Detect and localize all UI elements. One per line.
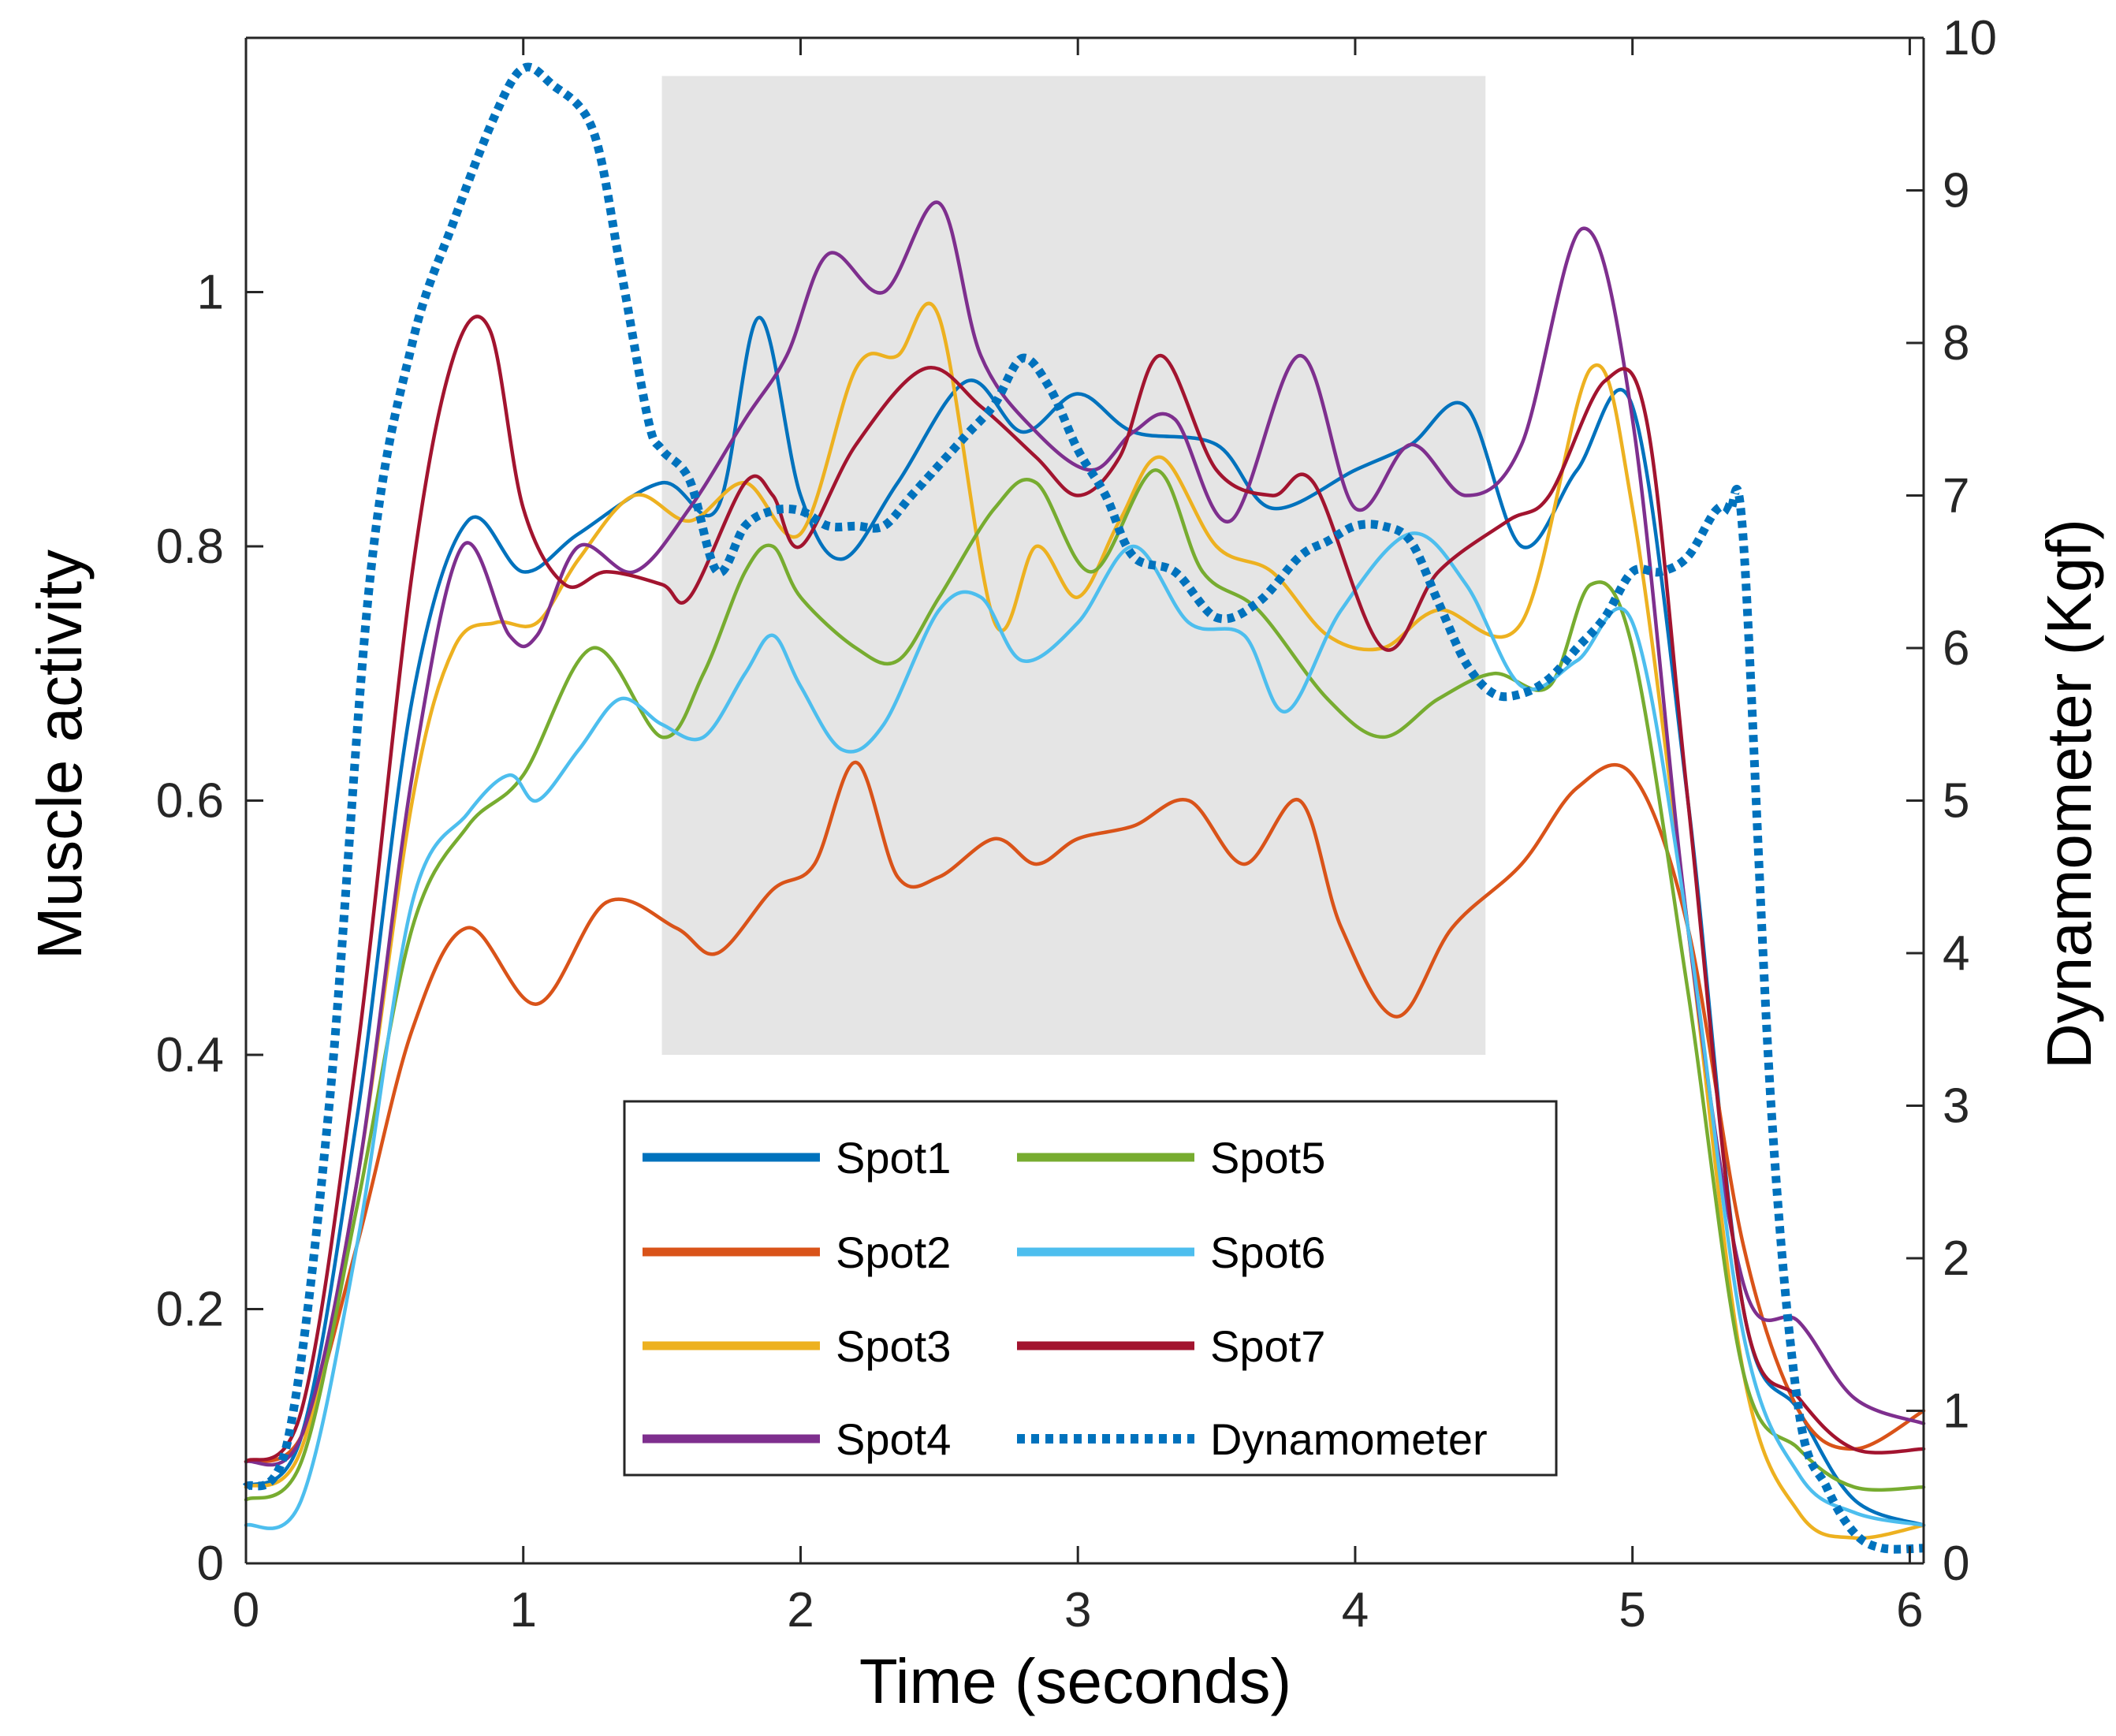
x-tick-label: 6 <box>1896 1583 1923 1637</box>
y2-tick-label: 4 <box>1943 926 1969 981</box>
legend-label-dynamometer: Dynamometer <box>1210 1414 1488 1464</box>
y-tick-label: 1 <box>197 266 224 320</box>
y-axis-title: Muscle activity <box>24 549 95 959</box>
y2-axis-title: Dynamometer (Kgf) <box>2034 519 2104 1069</box>
series-line-spot2 <box>244 760 1926 1464</box>
legend-label-spot5: Spot5 <box>1210 1133 1325 1183</box>
x-tick-label: 4 <box>1342 1583 1369 1637</box>
legend-label-spot4: Spot4 <box>836 1414 951 1464</box>
series-line-spot7 <box>244 315 1926 1464</box>
series-line-dynamometer <box>242 62 1924 1554</box>
y2-tick-label: 9 <box>1943 164 1969 218</box>
legend-label-spot1: Spot1 <box>836 1133 951 1183</box>
x-tick-label: 5 <box>1619 1583 1645 1637</box>
x-tick-label: 1 <box>509 1583 536 1637</box>
x-tick-label: 2 <box>787 1583 814 1637</box>
legend-label-spot3: Spot3 <box>836 1321 951 1371</box>
y2-tick-label: 10 <box>1943 11 1997 65</box>
y-tick-label: 0.2 <box>156 1283 224 1337</box>
legend-label-spot2: Spot2 <box>836 1227 951 1277</box>
y-tick-label: 0.8 <box>156 520 224 574</box>
y-tick-label: 0.6 <box>156 774 224 829</box>
y2-tick-label: 1 <box>1943 1384 1969 1439</box>
legend: Spot1 Spot2 Spot3 Spot4 Spot5 Spot6 Spot7 Dynam… <box>623 1100 1558 1477</box>
y2-tick-label: 3 <box>1943 1079 1969 1134</box>
y2-tick-label: 6 <box>1943 621 1969 676</box>
legend-box <box>623 1100 1558 1477</box>
x-tick-label: 0 <box>233 1583 259 1637</box>
y2-tick-label: 8 <box>1943 316 1969 371</box>
series-line-spot3 <box>244 301 1926 1540</box>
x-axis-title: Time (seconds) <box>859 1646 1291 1716</box>
highlight-region <box>661 76 1486 1055</box>
x-tick-label: 3 <box>1064 1583 1091 1637</box>
series-line-spot5 <box>244 468 1926 1502</box>
series-line-spot6 <box>244 531 1926 1530</box>
y-tick-label: 0.4 <box>156 1028 224 1082</box>
y2-tick-label: 7 <box>1943 469 1969 523</box>
y2-tick-label: 0 <box>1943 1537 1969 1591</box>
y-tick-label: 0 <box>197 1537 224 1591</box>
series-line-spot4 <box>244 200 1926 1467</box>
y2-tick-label: 2 <box>1943 1231 1969 1286</box>
legend-label-spot6: Spot6 <box>1210 1227 1325 1277</box>
legend-label-spot7: Spot7 <box>1210 1321 1325 1371</box>
y2-tick-label: 5 <box>1943 774 1969 829</box>
